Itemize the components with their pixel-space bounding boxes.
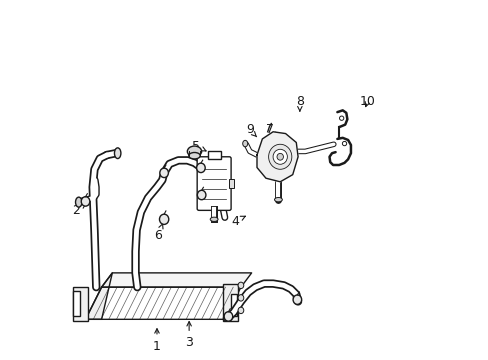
Text: 5: 5 — [192, 140, 205, 153]
Text: 8: 8 — [295, 95, 303, 111]
Ellipse shape — [238, 282, 244, 289]
Text: 7: 7 — [265, 123, 277, 136]
Ellipse shape — [188, 153, 200, 159]
FancyBboxPatch shape — [229, 179, 233, 188]
Circle shape — [339, 116, 343, 120]
Ellipse shape — [268, 144, 291, 169]
Ellipse shape — [292, 295, 301, 305]
FancyBboxPatch shape — [197, 157, 231, 210]
FancyBboxPatch shape — [73, 287, 88, 321]
FancyBboxPatch shape — [223, 284, 238, 321]
Polygon shape — [85, 273, 112, 319]
Ellipse shape — [276, 153, 283, 160]
Ellipse shape — [272, 149, 287, 164]
Text: 10: 10 — [359, 95, 375, 108]
Text: 2: 2 — [72, 204, 85, 217]
Ellipse shape — [81, 197, 90, 206]
Text: 6: 6 — [154, 224, 163, 242]
FancyBboxPatch shape — [231, 294, 236, 316]
Polygon shape — [85, 287, 241, 319]
Text: 3: 3 — [185, 321, 193, 349]
Ellipse shape — [242, 140, 247, 147]
Ellipse shape — [114, 148, 121, 158]
Text: 4: 4 — [231, 215, 245, 228]
Ellipse shape — [238, 295, 244, 301]
Polygon shape — [102, 273, 251, 287]
Circle shape — [342, 141, 346, 146]
Ellipse shape — [223, 315, 231, 321]
Ellipse shape — [274, 198, 282, 202]
Text: 9: 9 — [245, 123, 256, 137]
Ellipse shape — [197, 190, 205, 200]
Ellipse shape — [75, 197, 82, 207]
Ellipse shape — [196, 163, 205, 172]
Ellipse shape — [210, 217, 218, 221]
Ellipse shape — [224, 312, 232, 321]
Ellipse shape — [159, 214, 168, 224]
FancyBboxPatch shape — [207, 151, 220, 158]
Polygon shape — [257, 132, 298, 182]
FancyBboxPatch shape — [73, 291, 80, 316]
Text: 1: 1 — [153, 329, 161, 352]
Ellipse shape — [187, 146, 201, 157]
Ellipse shape — [160, 168, 168, 177]
Ellipse shape — [238, 307, 244, 314]
